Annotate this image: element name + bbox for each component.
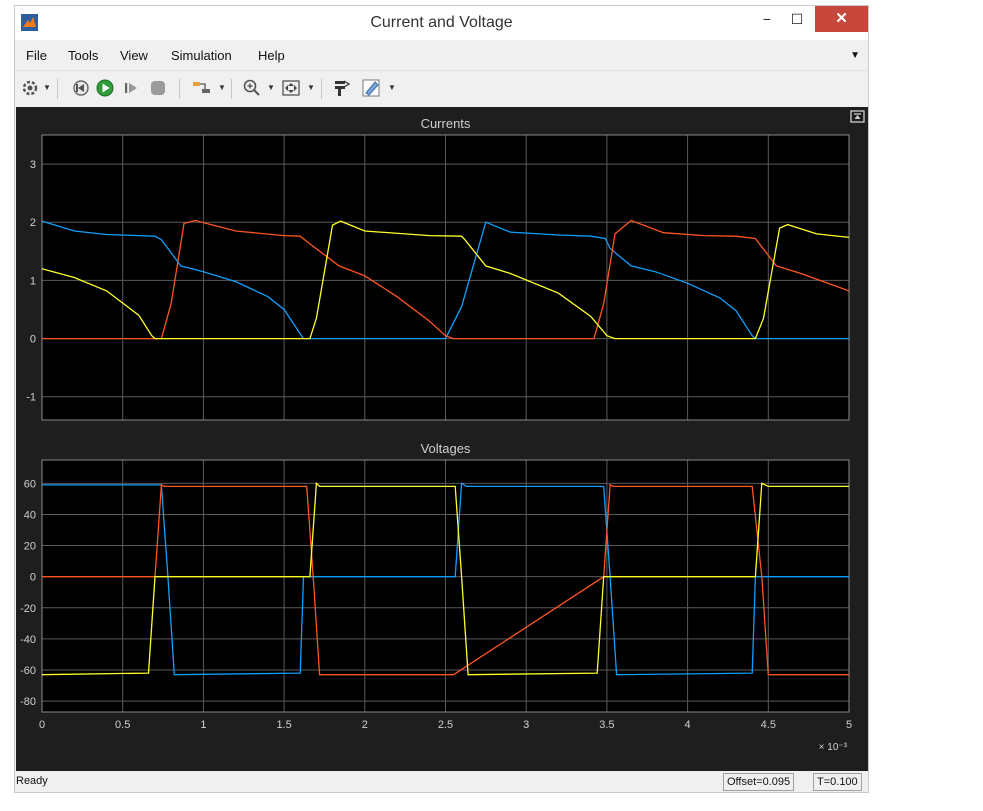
y-tick-label: -20 bbox=[20, 603, 36, 615]
toolbar-separator bbox=[179, 79, 180, 99]
x-tick-label: 3 bbox=[523, 719, 529, 731]
zoom-dropdown-icon[interactable]: ▼ bbox=[267, 83, 275, 92]
stop-icon[interactable] bbox=[148, 77, 168, 99]
step-forward-icon[interactable] bbox=[122, 77, 142, 99]
menu-help[interactable]: Help bbox=[258, 48, 285, 63]
y-tick-label: 60 bbox=[24, 478, 36, 490]
y-tick-label: 1 bbox=[30, 275, 36, 287]
y-tick-label: -80 bbox=[20, 696, 36, 708]
x-tick-label: 2.5 bbox=[438, 719, 453, 731]
x-tick-label: 0.5 bbox=[115, 719, 130, 731]
currents-title: Currents bbox=[421, 116, 471, 131]
menu-bar: File Tools View Simulation Help ▼ bbox=[15, 46, 868, 68]
toolbar-separator bbox=[321, 79, 322, 99]
chevron-down-icon[interactable]: ▼ bbox=[850, 50, 860, 61]
y-tick-label: -40 bbox=[20, 634, 36, 646]
toolbar-separator bbox=[231, 79, 232, 99]
status-time: T=0.100 bbox=[813, 773, 862, 791]
y-tick-label: 40 bbox=[24, 509, 36, 521]
status-offset: Offset=0.095 bbox=[723, 773, 795, 791]
x-tick-label: 0 bbox=[39, 719, 45, 731]
step-back-icon[interactable] bbox=[70, 77, 90, 99]
x-tick-label: 4.5 bbox=[761, 719, 776, 731]
voltages-axes: -80 -60 -40 -20 0 20 40 60 Voltages 0 0.5 1 1.5 2 2.5 3… bbox=[20, 441, 852, 753]
y-tick-label: 2 bbox=[30, 217, 36, 229]
x-axis-exponent: × 10⁻³ bbox=[819, 742, 848, 753]
toolbar: ▼ ▼ ▼ bbox=[15, 70, 868, 107]
x-tick-label: 1 bbox=[200, 719, 206, 731]
x-tick-label: 1.5 bbox=[276, 719, 291, 731]
currents-series-line bbox=[41, 220, 850, 340]
fit-to-view-icon[interactable] bbox=[280, 77, 302, 99]
toolbar-separator bbox=[57, 79, 58, 99]
menu-tools[interactable]: Tools bbox=[68, 48, 99, 63]
undock-axes-icon[interactable] bbox=[850, 110, 865, 123]
voltages-series-line bbox=[42, 482, 849, 676]
zoom-in-icon[interactable] bbox=[242, 77, 262, 99]
status-text: Ready bbox=[16, 775, 48, 787]
axes-border bbox=[41, 134, 850, 421]
signal-dropdown-icon[interactable]: ▼ bbox=[218, 83, 226, 92]
plot-area: -1 0 1 2 3 Currents -80 -60 -40 -20 0 20 40 60 Voltage… bbox=[16, 107, 868, 771]
voltages-title: Voltages bbox=[421, 441, 471, 456]
x-tick-label: 3.5 bbox=[599, 719, 614, 731]
menu-simulation[interactable]: Simulation bbox=[171, 48, 232, 63]
menu-view[interactable]: View bbox=[120, 48, 148, 63]
minimize-button[interactable]: − bbox=[762, 11, 772, 27]
signal-selector-icon[interactable] bbox=[191, 77, 213, 99]
y-tick-label: 0 bbox=[30, 334, 36, 346]
menu-file[interactable]: File bbox=[26, 48, 47, 63]
y-tick-label: 0 bbox=[30, 572, 36, 584]
y-tick-label: -1 bbox=[26, 392, 36, 404]
y-tick-label: 3 bbox=[30, 159, 36, 171]
currents-axes: -1 0 1 2 3 Currents bbox=[26, 116, 850, 421]
x-tick-label: 5 bbox=[846, 719, 852, 731]
highlight-icon[interactable] bbox=[360, 77, 382, 99]
highlight-dropdown-icon[interactable]: ▼ bbox=[388, 83, 396, 92]
window-title: Current and Voltage bbox=[370, 14, 513, 31]
plots-canvas: -10123Currents-80-60-40-200204060Voltage… bbox=[20, 110, 865, 753]
x-tick-label: 4 bbox=[685, 719, 691, 731]
x-tick-label: 2 bbox=[362, 719, 368, 731]
y-tick-label: -60 bbox=[20, 665, 36, 677]
currents-series-line bbox=[42, 219, 850, 340]
voltages-series-line bbox=[42, 483, 849, 676]
axes-border bbox=[41, 459, 850, 713]
run-icon[interactable] bbox=[95, 77, 115, 99]
status-bar: Ready Offset=0.095 T=0.100 bbox=[15, 772, 868, 792]
voltages-series-line bbox=[41, 481, 849, 676]
scope-window: Current and Voltage − ☐ ✕ File Tools Vie… bbox=[14, 5, 869, 793]
settings-dropdown-icon[interactable]: ▼ bbox=[43, 83, 51, 92]
settings-gear-icon[interactable] bbox=[21, 77, 39, 99]
matlab-app-icon bbox=[21, 14, 38, 31]
maximize-button[interactable]: ☐ bbox=[790, 11, 804, 27]
style-icon[interactable] bbox=[332, 77, 352, 99]
title-bar[interactable]: Current and Voltage − ☐ ✕ bbox=[15, 6, 868, 40]
fit-dropdown-icon[interactable]: ▼ bbox=[307, 83, 315, 92]
close-button[interactable]: ✕ bbox=[815, 6, 868, 32]
currents-series-line bbox=[41, 220, 849, 340]
y-tick-label: 20 bbox=[24, 541, 36, 553]
